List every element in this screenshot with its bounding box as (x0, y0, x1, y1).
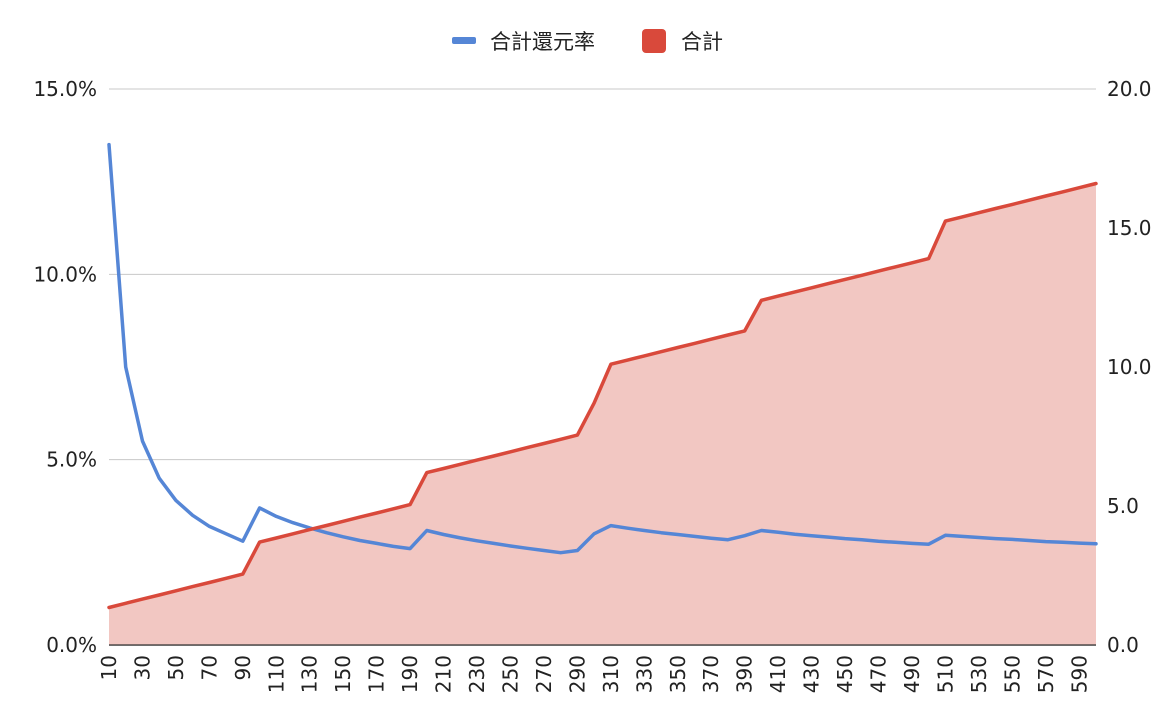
right-axis: 0.0 5.0 10.0 15.0 20.0 (1107, 77, 1152, 657)
x-tick-label: 270 (532, 655, 556, 693)
x-tick-label: 50 (164, 655, 188, 680)
legend-label-rate: 合計還元率 (490, 30, 595, 54)
x-tick-label: 130 (298, 655, 322, 693)
legend-label-total: 合計 (681, 30, 723, 54)
right-tick-label: 10.0 (1107, 355, 1152, 379)
legend-swatch-total (642, 29, 666, 53)
right-tick-label: 15.0 (1107, 216, 1152, 240)
x-tick-label: 470 (867, 655, 891, 693)
x-tick-label: 430 (800, 655, 824, 693)
x-tick-label: 70 (197, 655, 221, 680)
x-tick-label: 90 (231, 655, 255, 680)
x-tick-label: 390 (733, 655, 757, 693)
right-tick-label: 5.0 (1107, 494, 1139, 518)
left-tick-label: 15.0% (33, 77, 97, 101)
x-tick-label: 450 (833, 655, 857, 693)
x-tick-label: 190 (398, 655, 422, 693)
area-fill-total (109, 183, 1096, 645)
x-tick-label: 250 (498, 655, 522, 693)
x-tick-label: 290 (565, 655, 589, 693)
legend: 合計還元率 合計 (452, 29, 723, 54)
x-tick-label: 230 (465, 655, 489, 693)
x-tick-label: 150 (331, 655, 355, 693)
x-tick-label: 330 (632, 655, 656, 693)
series-line-rate (107, 142, 1098, 555)
x-tick-label: 550 (1000, 655, 1024, 693)
x-tick-label: 210 (432, 655, 456, 693)
series-lines (107, 142, 1098, 646)
x-axis: 10 30 50 70 90 110 130 150 170 190 210 230 250 270 290… (97, 655, 1091, 693)
x-tick-label: 570 (1034, 655, 1058, 693)
x-tick-label: 590 (1067, 655, 1091, 693)
x-tick-label: 510 (933, 655, 957, 693)
x-tick-label: 350 (666, 655, 690, 693)
series-line-total (107, 181, 1098, 610)
left-tick-label: 5.0% (46, 448, 97, 472)
right-tick-label: 20.0 (1107, 77, 1152, 101)
x-tick-label: 490 (900, 655, 924, 693)
x-tick-label: 370 (699, 655, 723, 693)
left-tick-label: 10.0% (33, 262, 97, 286)
x-tick-label: 110 (264, 655, 288, 693)
x-tick-label: 30 (130, 655, 154, 680)
x-tick-label: 10 (97, 655, 121, 680)
legend-swatch-rate (452, 37, 476, 44)
right-tick-label: 0.0 (1107, 633, 1139, 657)
left-tick-label: 0.0% (46, 633, 97, 657)
x-tick-label: 530 (967, 655, 991, 693)
total-area (109, 183, 1096, 645)
x-tick-label: 170 (365, 655, 389, 693)
x-tick-label: 410 (766, 655, 790, 693)
x-tick-label: 310 (599, 655, 623, 693)
left-axis: 0.0% 5.0% 10.0% 15.0% (33, 77, 97, 657)
